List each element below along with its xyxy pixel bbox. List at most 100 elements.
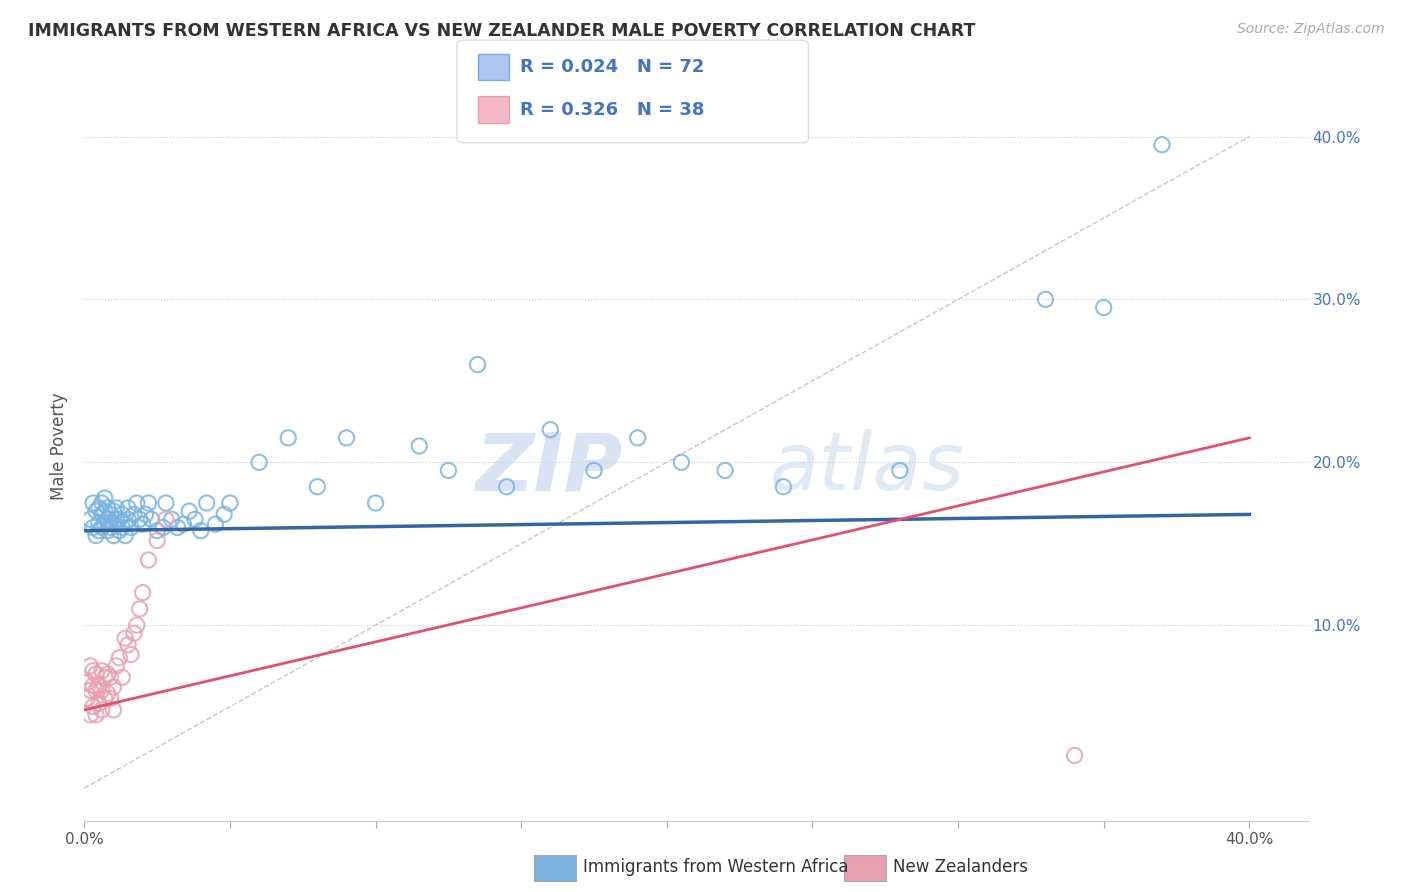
Point [82,678,104,692]
Point [122,508,145,522]
Point [114,528,136,542]
Point [100,691,122,706]
Point [93,504,115,518]
Point [105,500,128,515]
Text: atlas: atlas [769,429,965,508]
Point [135,508,157,522]
Point [160,512,183,526]
Point [84,504,107,518]
Point [172,517,194,532]
Point [105,659,128,673]
Point [1063,748,1085,763]
Point [364,496,387,510]
Point [87,500,110,515]
Point [90,703,112,717]
Point [114,631,136,645]
Point [90,683,112,698]
Point [141,512,163,526]
Point [79,512,101,526]
Point [79,707,101,722]
Point [138,496,160,510]
Point [166,520,188,534]
Point [76,691,98,706]
Point [84,683,107,698]
Point [97,687,120,701]
Point [408,439,430,453]
Point [146,533,169,548]
Point [219,496,242,510]
Point [138,553,160,567]
Point [889,463,911,477]
Point [152,520,174,534]
Point [100,520,122,534]
Point [105,512,128,526]
Point [714,463,737,477]
Point [90,496,112,510]
Point [111,670,134,684]
Point [97,524,120,538]
Point [125,496,148,510]
Point [1150,137,1173,152]
Point [103,680,125,694]
Text: R = 0.326   N = 38: R = 0.326 N = 38 [520,101,704,119]
Point [335,431,357,445]
Point [93,491,115,505]
Point [97,667,120,681]
Point [93,691,115,706]
Point [79,683,101,698]
Point [114,517,136,532]
Point [495,480,517,494]
Point [467,358,489,372]
Point [108,512,131,526]
Point [120,648,142,662]
Point [79,659,101,673]
Point [117,500,139,515]
Point [437,463,460,477]
Point [103,517,125,532]
Point [103,504,125,518]
Text: Source: ZipAtlas.com: Source: ZipAtlas.com [1237,22,1385,37]
Point [82,496,104,510]
Point [82,664,104,678]
Point [103,528,125,542]
Point [128,512,150,526]
Point [87,697,110,711]
Point [146,524,169,538]
Text: IMMIGRANTS FROM WESTERN AFRICA VS NEW ZEALANDER MALE POVERTY CORRELATION CHART: IMMIGRANTS FROM WESTERN AFRICA VS NEW ZE… [28,22,976,40]
Point [131,517,153,532]
Point [100,670,122,684]
Point [90,520,112,534]
Text: Immigrants from Western Africa: Immigrants from Western Africa [583,858,849,876]
Point [76,675,98,690]
Point [108,650,131,665]
Point [538,423,561,437]
Point [184,512,207,526]
Text: New Zealanders: New Zealanders [893,858,1028,876]
Point [87,678,110,692]
Point [583,463,606,477]
Point [97,512,120,526]
Point [190,524,212,538]
Point [93,517,115,532]
Point [204,517,226,532]
Point [100,508,122,522]
Point [1035,293,1057,307]
Point [111,520,134,534]
Point [103,703,125,717]
Point [97,500,120,515]
Point [93,670,115,684]
Point [84,528,107,542]
Point [122,626,145,640]
Point [87,524,110,538]
Point [120,520,142,534]
Point [82,699,104,714]
Point [212,508,235,522]
Point [84,707,107,722]
Point [247,455,270,469]
Point [125,618,148,632]
Point [87,516,110,530]
Point [90,508,112,522]
Point [84,667,107,681]
Point [277,431,299,445]
Point [131,585,153,599]
